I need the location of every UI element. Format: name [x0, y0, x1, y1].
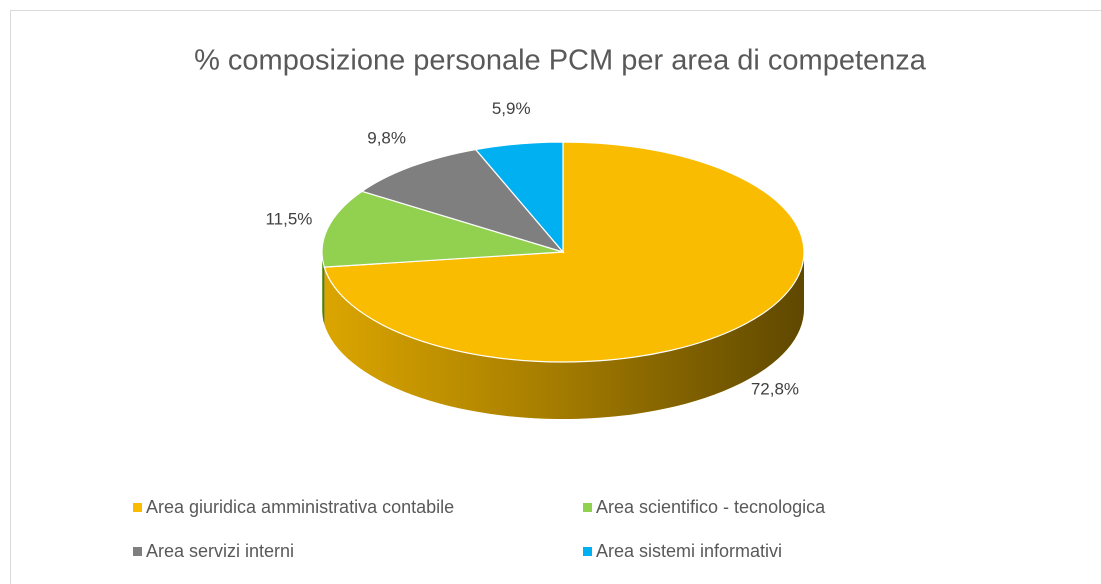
legend-swatch: [583, 547, 592, 556]
legend-label: Area sistemi informativi: [596, 541, 782, 561]
data-label: 72,8%: [751, 379, 799, 398]
legend-swatch: [133, 503, 142, 512]
data-label: 9,8%: [367, 129, 406, 148]
pie-slice: [474, 141, 564, 254]
legend-label: Area giuridica amministrativa contabile: [146, 497, 454, 517]
data-label: 11,5%: [265, 209, 312, 228]
legend-label: Area servizi interni: [146, 541, 294, 561]
legend-swatch: [583, 503, 592, 512]
pie-side-shade: [324, 252, 805, 420]
pie-slice: [323, 141, 805, 363]
legend-label: Area scientifico - tecnologica: [596, 497, 826, 517]
pie-side-shade: [322, 252, 325, 325]
data-label: 5,9%: [492, 99, 531, 118]
pie-slice: [321, 190, 564, 268]
legend-swatch: [133, 547, 142, 556]
pie-slice: [360, 148, 565, 254]
chart-title: % composizione personale PCM per area di…: [194, 45, 927, 77]
